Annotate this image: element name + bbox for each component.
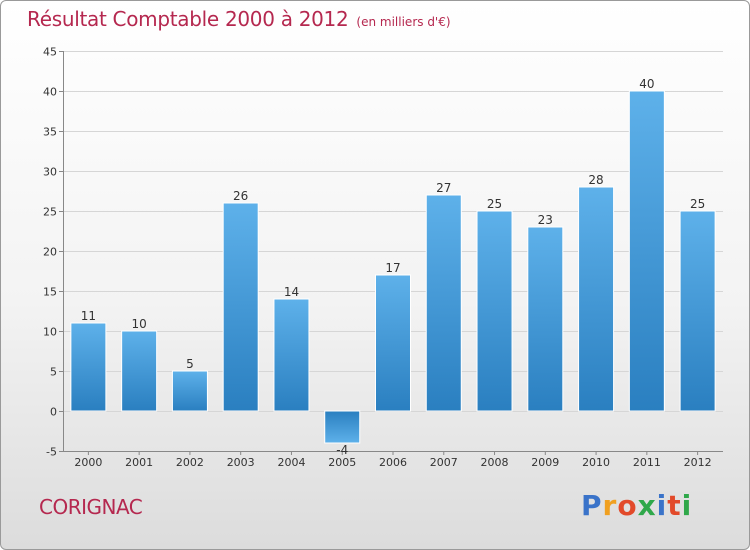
logo-letter: o [617, 489, 638, 522]
y-axis-ticks: -5 0 5 10 15 20 25 30 35 40 45 [43, 46, 63, 459]
x-tick-label: 2005 [328, 456, 356, 469]
data-label: 5 [186, 357, 194, 371]
data-label: 28 [588, 173, 603, 187]
x-axis-ticks: 2000 2001 2002 2003 2004 2005 2006 2007 2008 2009… [74, 451, 712, 469]
data-label: 40 [639, 77, 654, 91]
data-label: 25 [487, 197, 502, 211]
y-tick-label: 40 [43, 86, 57, 99]
bar [324, 410, 361, 444]
x-tick-label: 2002 [176, 456, 204, 469]
x-tick-label: 2003 [227, 456, 255, 469]
bars [70, 90, 716, 444]
bar [121, 330, 158, 412]
y-tick-label: 10 [43, 326, 57, 339]
logo-letter: i [656, 489, 668, 522]
x-tick-label: 2009 [531, 456, 559, 469]
y-tick-label: 20 [43, 246, 57, 259]
data-label: 10 [132, 317, 147, 331]
chart-title: Résultat Comptable 2000 à 2012 (en millie… [27, 7, 451, 31]
bar [70, 322, 107, 412]
data-labels: 11 10 5 26 14 -4 17 27 25 23 28 40 25 [81, 77, 706, 457]
x-tick-label: 2007 [430, 456, 458, 469]
bar [222, 202, 259, 412]
x-tick-label: 2008 [481, 456, 509, 469]
bar [425, 194, 462, 412]
bar [578, 186, 615, 412]
bar [476, 210, 513, 412]
data-label: 27 [436, 181, 451, 195]
data-label: 11 [81, 309, 96, 323]
data-label: 23 [538, 213, 553, 227]
x-tick-label: 2004 [277, 456, 305, 469]
x-tick-label: 2000 [74, 456, 102, 469]
data-label: -4 [336, 443, 348, 457]
x-tick-label: 2006 [379, 456, 407, 469]
bar [527, 226, 564, 412]
x-tick-label: 2012 [684, 456, 712, 469]
x-tick-label: 2010 [582, 456, 610, 469]
y-tick-label: 45 [43, 46, 57, 59]
bar [375, 274, 411, 412]
bar [171, 370, 208, 412]
data-label: 14 [284, 285, 299, 299]
title-text: Résultat Comptable 2000 à 2012 [27, 7, 349, 31]
y-tick-label: 25 [43, 206, 57, 219]
y-tick-label: 0 [50, 406, 57, 419]
data-label: 26 [233, 189, 248, 203]
y-tick-label: 30 [43, 166, 57, 179]
data-label: 25 [690, 197, 705, 211]
data-label: 17 [385, 261, 400, 275]
x-tick-label: 2011 [633, 456, 661, 469]
logo-letter: r [602, 489, 618, 522]
y-tick-label: 5 [50, 366, 57, 379]
y-tick-label: 35 [43, 126, 57, 139]
y-tick-label: -5 [46, 446, 57, 459]
city-name: CORIGNAC [39, 495, 143, 519]
bar [628, 90, 665, 412]
chart-subtitle: (en milliers d'€) [356, 15, 451, 29]
logo-letter: P [581, 489, 603, 522]
logo-letter: t [667, 489, 682, 522]
y-tick-label: 15 [43, 286, 57, 299]
logo-letter: i [681, 489, 693, 522]
logo-letter: x [637, 489, 657, 522]
proxiti-logo: Proxiti [581, 489, 692, 522]
bar [273, 298, 310, 412]
x-tick-label: 2001 [125, 456, 153, 469]
bar [679, 210, 716, 412]
